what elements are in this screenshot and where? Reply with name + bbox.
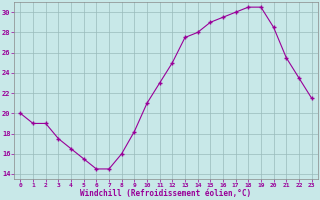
X-axis label: Windchill (Refroidissement éolien,°C): Windchill (Refroidissement éolien,°C) — [80, 189, 252, 198]
